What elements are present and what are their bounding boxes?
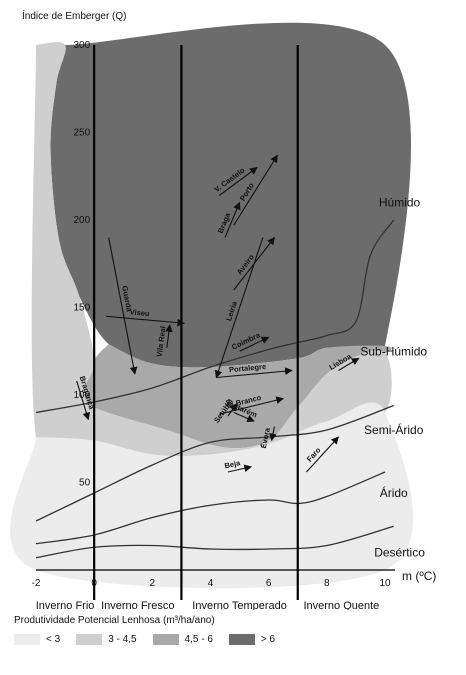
station-arrow	[218, 167, 258, 196]
y-tick-label: 200	[73, 215, 90, 226]
legend-swatch	[228, 634, 255, 645]
bioclimate-label: Semi-Árido	[364, 422, 424, 437]
legend-swatch	[14, 634, 40, 645]
station-label: Vila Real	[155, 325, 168, 357]
boundary-curve-semi-arido	[35, 471, 386, 545]
y-tick-label: 100	[73, 390, 90, 401]
legend: Produtividade Potencial Lenhosa (m³/ha/a…	[14, 615, 454, 645]
x-tick-label: 4	[208, 578, 214, 589]
x-tick-label: 10	[379, 578, 391, 589]
boundary-curve-humido	[35, 219, 395, 414]
legend-item: 4,5 - 6	[152, 634, 213, 645]
station-label: Évora	[259, 426, 272, 449]
x-tick-label: -2	[32, 578, 41, 589]
station-arrow	[105, 315, 186, 327]
station-label: Beja	[224, 458, 242, 470]
station-arrow	[227, 464, 252, 473]
legend-label: < 3	[46, 634, 61, 645]
bioclimate-label: Húmido	[379, 196, 421, 210]
region-3	[10, 402, 414, 589]
winter-zone-label: Inverno Frio	[36, 600, 95, 610]
legend-row: < 3 3 - 4,5 4,5 - 6 > 6	[14, 634, 454, 645]
bioclimate-label: Desértico	[374, 546, 425, 560]
legend-title: Produtividade Potencial Lenhosa (m³/ha/a…	[14, 615, 215, 626]
y-tick-label: 150	[73, 303, 90, 314]
station-arrow	[165, 324, 173, 348]
winter-zone-label: Inverno Fresco	[101, 600, 174, 610]
region-2	[31, 42, 392, 467]
region-0	[50, 22, 412, 369]
y-tick-label: 300	[73, 40, 90, 51]
legend-label: > 6	[260, 634, 276, 645]
station-label: Viseu	[129, 307, 150, 318]
y-tick-label: 50	[79, 478, 91, 489]
region-1	[84, 344, 392, 449]
legend-item: 3 - 4,5	[76, 634, 137, 645]
station-arrow	[76, 380, 91, 421]
station-arrow	[269, 426, 277, 442]
y-tick-label: 250	[73, 128, 90, 139]
station-arrow	[233, 411, 255, 423]
station-arrow	[216, 367, 293, 379]
legend-swatch	[76, 634, 103, 645]
station-arrow	[214, 237, 264, 379]
x-tick-label: 8	[324, 578, 330, 589]
station-arrow	[338, 357, 360, 371]
station-arrow	[233, 154, 278, 226]
x-tick-label: 0	[91, 578, 97, 589]
legend-item: < 3	[14, 634, 60, 645]
legend-label: 3 - 4,5	[108, 634, 137, 645]
winter-zone-label: Inverno Temperado	[192, 600, 287, 610]
y-axis-label: Índice de Emberger (Q)	[22, 9, 127, 22]
legend-label: 4,5 - 6	[184, 634, 213, 645]
bioclimate-label: Sub-Húmido	[360, 344, 427, 358]
station-arrow	[306, 436, 339, 473]
x-tick-label: 6	[266, 578, 272, 589]
legend-item: > 6	[228, 634, 276, 645]
station-arrow	[224, 201, 241, 238]
legend-swatch	[152, 634, 179, 645]
station-arrow	[239, 336, 270, 352]
x-tick-label: 2	[150, 578, 156, 589]
x-axis-label: m (ºC)	[402, 569, 436, 583]
station-label: Portalegre	[229, 362, 267, 374]
station-arrow	[227, 403, 238, 417]
station-arrow	[108, 237, 138, 375]
winter-zone-label: Inverno Quente	[303, 600, 379, 610]
bioclimate-label: Árido	[380, 485, 408, 500]
